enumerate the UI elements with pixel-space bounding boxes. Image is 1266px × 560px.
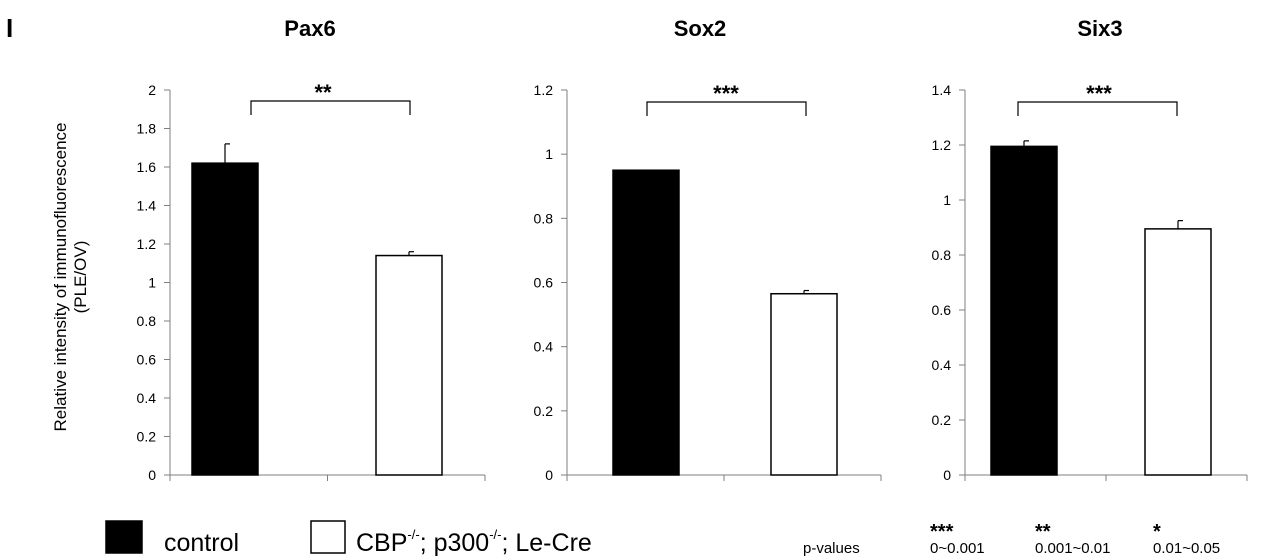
legend-mutant-sup2: -/- — [489, 527, 501, 542]
y-axis-title-line2: (PLE/OV) — [71, 241, 90, 314]
y-tick-label-six3-0: 0 — [943, 467, 951, 483]
y-tick-label-six3-7: 1.4 — [932, 82, 952, 98]
significance-label-six3: *** — [1086, 81, 1112, 106]
legend-control-swatch — [105, 520, 143, 554]
y-tick-label-sox2-5: 1 — [545, 146, 553, 162]
bar-pax6-cbp-p300-le-cre — [375, 254, 443, 476]
y-tick-label-pax6-1: 0.2 — [137, 429, 157, 445]
panel-letter: I — [6, 13, 13, 43]
pvalue-stars-2: ** — [1035, 521, 1051, 543]
y-tick-label-pax6-3: 0.6 — [137, 352, 157, 368]
y-tick-label-six3-3: 0.6 — [932, 302, 952, 318]
pvalue-range-3: 0.01~0.05 — [1153, 540, 1220, 557]
bar-sox2-control — [612, 169, 680, 476]
chart-sox2: Sox2 0 0.2 0.4 0.6 0.8 1 1.2 *** — [534, 16, 882, 483]
y-tick-label-pax6-9: 1.8 — [137, 121, 157, 137]
legend-mutant-sup1: -/- — [407, 527, 419, 542]
y-tick-label-pax6-6: 1.2 — [137, 236, 157, 252]
y-tick-label-six3-2: 0.4 — [932, 357, 952, 373]
bar-sox2-cbp-p300-le-cre — [770, 292, 838, 476]
y-tick-label-sox2-1: 0.2 — [534, 403, 554, 419]
pvalue-stars-1: *** — [930, 521, 954, 543]
y-tick-label-six3-1: 0.2 — [932, 412, 952, 428]
y-axis-title-line1: Relative intensity of immunofluorescence — [51, 123, 70, 432]
significance-bracket-pax6 — [250, 100, 411, 115]
bar-six3-control — [990, 145, 1058, 476]
y-tick-label-six3-6: 1.2 — [932, 137, 952, 153]
legend-mutant-suffix: ; Le-Cre — [501, 529, 591, 557]
bar-pax6-control — [191, 162, 259, 476]
y-tick-label-pax6-8: 1.6 — [137, 159, 157, 175]
significance-label-sox2: *** — [713, 81, 739, 106]
chart-title-sox2: Sox2 — [674, 16, 727, 41]
legend-mutant-middle: ; p300 — [420, 529, 490, 557]
legend-mutant-prefix: CBP — [356, 529, 407, 557]
pvalue-range-1: 0~0.001 — [930, 540, 985, 557]
significance-bracket-sox2 — [646, 101, 807, 116]
legend-mutant-label: CBP-/-; p300-/-; Le-Cre — [356, 527, 592, 557]
y-tick-label-sox2-6: 1.2 — [534, 82, 554, 98]
legend-control-label: control — [164, 529, 239, 557]
y-tick-label-pax6-2: 0.4 — [137, 390, 157, 406]
significance-bracket-six3 — [1017, 101, 1178, 116]
y-tick-label-pax6-5: 1 — [148, 275, 156, 291]
y-tick-label-sox2-3: 0.6 — [534, 275, 554, 291]
y-tick-label-six3-4: 0.8 — [932, 247, 952, 263]
chart-title-pax6: Pax6 — [284, 16, 335, 41]
pvalue-stars-3: * — [1153, 521, 1161, 543]
bar-six3-cbp-p300-le-cre — [1144, 228, 1212, 476]
y-tick-label-pax6-4: 0.8 — [137, 313, 157, 329]
y-tick-label-sox2-4: 0.8 — [534, 210, 554, 226]
pvalue-range-2: 0.001~0.01 — [1035, 540, 1111, 557]
significance-label-pax6: ** — [314, 80, 332, 105]
legend: control CBP-/-; p300-/-; Le-Cre — [105, 520, 592, 557]
y-tick-label-pax6-0: 0 — [148, 467, 156, 483]
y-axis-title: Relative intensity of immunofluorescence… — [51, 123, 90, 432]
pvalue-key: p-values *** 0~0.001 ** 0.001~0.01 * 0.0… — [803, 521, 1220, 557]
chart-six3: Six3 0 0.2 0.4 0.6 0.8 1 1.2 1.4 *** — [932, 16, 1248, 483]
y-tick-label-sox2-2: 0.4 — [534, 339, 554, 355]
legend-mutant-swatch — [310, 520, 346, 554]
y-tick-label-six3-5: 1 — [943, 192, 951, 208]
chart-pax6: Pax6 0 0.2 0.4 0.6 0.8 1 1.2 1.4 1.6 1.8 2 ** — [137, 16, 486, 483]
y-tick-label-pax6-10: 2 — [148, 82, 156, 98]
y-tick-label-sox2-0: 0 — [545, 467, 553, 483]
y-tick-label-pax6-7: 1.4 — [137, 198, 157, 214]
chart-title-six3: Six3 — [1077, 16, 1122, 41]
pvalue-key-label: p-values — [803, 540, 860, 557]
